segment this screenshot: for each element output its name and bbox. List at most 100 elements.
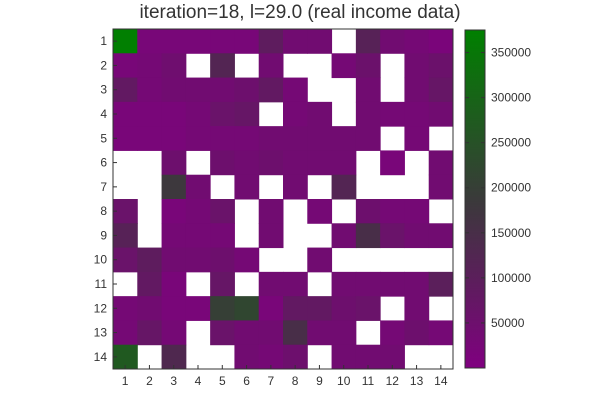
heatmap-cell-r6-c7 xyxy=(258,150,284,176)
heatmap-cell-r6-c5 xyxy=(210,150,235,176)
heatmap-cell-r5-c5 xyxy=(210,126,235,151)
heatmap-cell-r9-c14 xyxy=(428,223,454,249)
heatmap-cell-r11-c14 xyxy=(428,271,454,297)
heatmap-cell-r8-c13 xyxy=(404,199,430,224)
heatmap-cell-r13-c1 xyxy=(113,320,138,346)
heatmap-cell-r1-c9 xyxy=(307,29,333,54)
colorbar-tick-label: 350000 xyxy=(491,46,531,60)
heatmap-cell-r3-c5 xyxy=(210,77,235,103)
heatmap-cell-r13-c9 xyxy=(307,320,333,346)
heatmap-cell-r10-c6 xyxy=(234,247,260,273)
heatmap-cell-r13-c6 xyxy=(234,320,260,346)
heatmap-cell-r10-c4 xyxy=(185,247,211,273)
heatmap-cell-r5-c4 xyxy=(185,126,211,151)
heatmap-cell-r1-c2 xyxy=(137,29,163,54)
heatmap-cell-r13-c13 xyxy=(404,320,430,346)
y-tick-label: 12 xyxy=(94,301,108,315)
heatmap-cell-r2-c2 xyxy=(137,53,163,79)
heatmap-cell-r12-c6 xyxy=(234,296,260,321)
heatmap-cell-r4-c9 xyxy=(307,101,333,127)
heatmap-cell-r5-c9 xyxy=(307,126,333,151)
heatmap-cell-r3-c4 xyxy=(185,77,211,103)
heatmap-cell-r6-c3 xyxy=(161,150,187,176)
heatmap-cell-r12-c10 xyxy=(331,296,357,321)
heatmap-cell-r8-c7 xyxy=(258,199,284,224)
heatmap-cell-r11-c12 xyxy=(380,271,405,297)
y-tick-label: 8 xyxy=(100,204,107,218)
y-tick-label: 11 xyxy=(95,277,108,291)
heatmap-cell-r8-c1 xyxy=(113,199,138,224)
y-tick-label: 10 xyxy=(94,253,108,267)
heatmap-cell-r3-c14 xyxy=(428,77,454,103)
y-tick-label: 1 xyxy=(100,34,107,48)
heatmap-cell-r7-c3 xyxy=(161,174,187,200)
heatmap-cell-r7-c4 xyxy=(185,174,211,200)
colorbar-tick-label: 250000 xyxy=(491,136,531,150)
heatmap-cell-r2-c14 xyxy=(428,53,454,79)
heatmap-cell-r8-c5 xyxy=(210,199,235,224)
heatmap-cell-r13-c12 xyxy=(380,320,405,346)
heatmap-cell-r11-c8 xyxy=(283,271,308,297)
heatmap-cell-r12-c3 xyxy=(161,296,187,321)
x-tick-label: 2 xyxy=(146,374,153,388)
x-tick-label: 4 xyxy=(195,374,202,388)
heatmap-cell-r7-c14 xyxy=(428,174,454,200)
heatmap-cell-r3-c13 xyxy=(404,77,430,103)
x-tick-label: 6 xyxy=(243,374,250,388)
heatmap-cell-r3-c7 xyxy=(258,77,284,103)
heatmap-cell-r3-c6 xyxy=(234,77,260,103)
heatmap-cell-r5-c8 xyxy=(283,126,308,151)
heatmap-cell-r6-c14 xyxy=(428,150,454,176)
y-tick-label: 2 xyxy=(100,58,107,72)
heatmap-cell-r10-c9 xyxy=(307,247,333,273)
heatmap-cell-r7-c6 xyxy=(234,174,260,200)
heatmap-cell-r13-c7 xyxy=(258,320,284,346)
chart-title: iteration=18, l=29.0 (real income data) xyxy=(139,2,461,23)
heatmap-cell-r6-c10 xyxy=(331,150,357,176)
x-tick-label: 12 xyxy=(386,374,400,388)
heatmap-cell-r2-c13 xyxy=(404,53,430,79)
heatmap-cell-r3-c2 xyxy=(137,77,163,103)
y-tick-label: 9 xyxy=(100,228,107,242)
heatmap-cell-r8-c9 xyxy=(307,199,333,224)
heatmap-cell-r4-c6 xyxy=(234,101,260,127)
heatmap-cells xyxy=(113,29,454,370)
heatmap-cell-r11-c3 xyxy=(161,271,187,297)
heatmap-cell-r13-c14 xyxy=(428,320,454,346)
heatmap-cell-r9-c4 xyxy=(185,223,211,249)
heatmap-cell-r9-c12 xyxy=(380,223,405,249)
heatmap-cell-r3-c8 xyxy=(283,77,308,103)
heatmap-cell-r5-c10 xyxy=(331,126,357,151)
heatmap-cell-r4-c14 xyxy=(428,101,454,127)
x-tick-label: 13 xyxy=(410,374,424,388)
heatmap-cell-r5-c2 xyxy=(137,126,163,151)
heatmap-cell-r1-c8 xyxy=(283,29,308,54)
heatmap-cell-r4-c4 xyxy=(185,101,211,127)
heatmap-cell-r10-c2 xyxy=(137,247,163,273)
heatmap-cell-r5-c7 xyxy=(258,126,284,151)
x-tick-label: 7 xyxy=(268,374,275,388)
y-tick-label: 13 xyxy=(94,326,108,340)
x-tick-label: 1 xyxy=(122,374,129,388)
heatmap-cell-r11-c10 xyxy=(331,271,357,297)
heatmap-cell-r1-c6 xyxy=(234,29,260,54)
colorbar-tick-label: 200000 xyxy=(491,181,531,195)
heatmap-cell-r4-c11 xyxy=(355,101,381,127)
heatmap-cell-r9-c3 xyxy=(161,223,187,249)
heatmap-cell-r13-c10 xyxy=(331,320,357,346)
x-tick-label: 11 xyxy=(362,374,375,388)
heatmap-cell-r2-c1 xyxy=(113,53,138,79)
heatmap-cell-r8-c12 xyxy=(380,199,405,224)
heatmap-cell-r10-c5 xyxy=(210,247,235,273)
heatmap-cell-r4-c5 xyxy=(210,101,235,127)
heatmap-cell-r11-c5 xyxy=(210,271,235,297)
heatmap-cell-r9-c1 xyxy=(113,223,138,249)
heatmap-cell-r2-c11 xyxy=(355,53,381,79)
heatmap-cell-r6-c8 xyxy=(283,150,308,176)
heatmap-cell-r1-c4 xyxy=(185,29,211,54)
heatmap-cell-r1-c3 xyxy=(161,29,187,54)
heatmap-cell-r3-c3 xyxy=(161,77,187,103)
heatmap-cell-r5-c6 xyxy=(234,126,260,151)
y-tick-label: 3 xyxy=(100,83,107,97)
